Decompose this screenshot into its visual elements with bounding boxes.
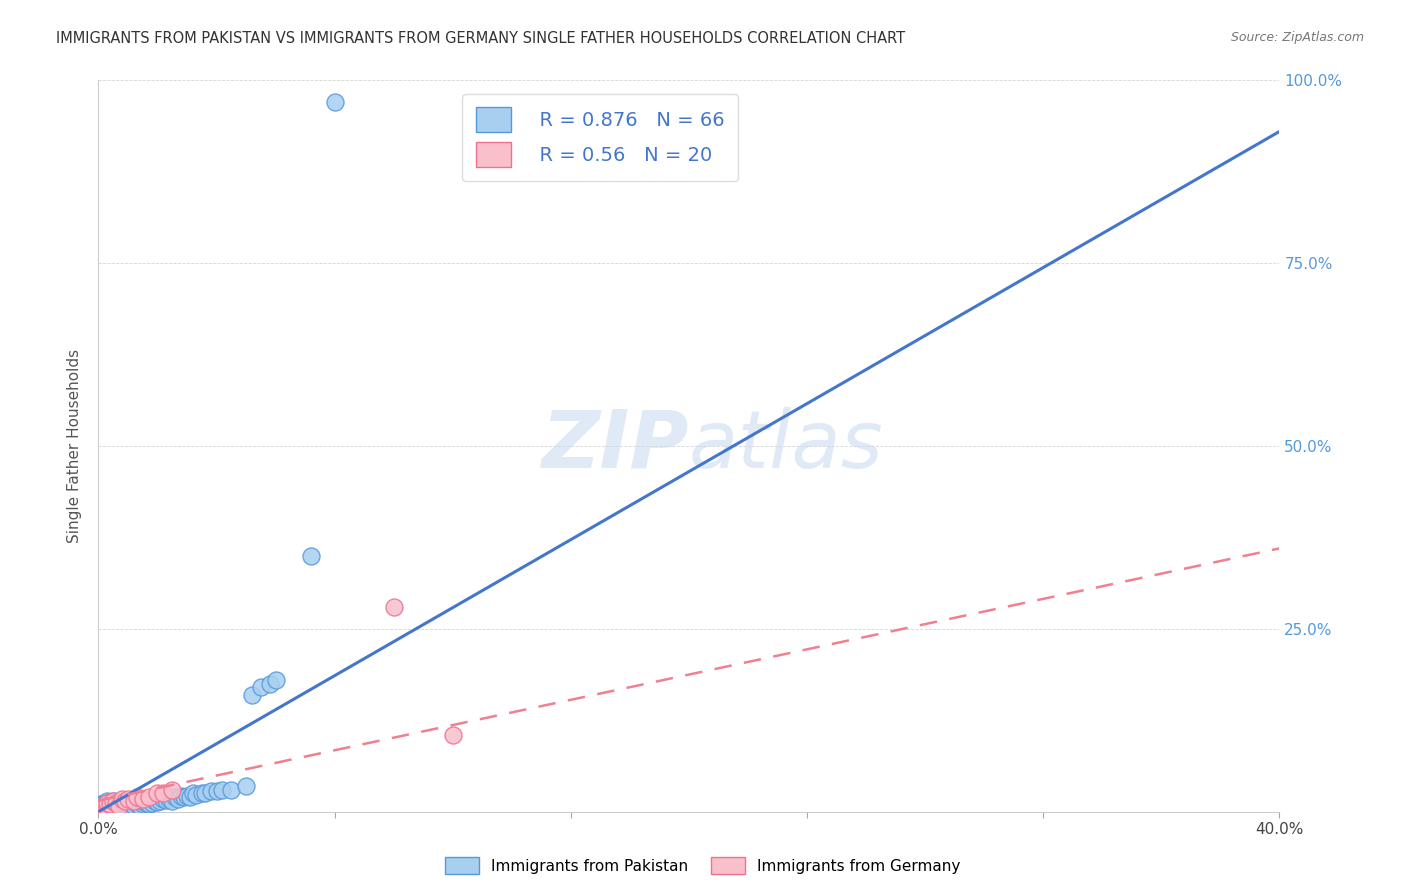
Point xyxy=(179,790,201,805)
Point xyxy=(149,794,172,808)
Point xyxy=(152,787,174,801)
Point xyxy=(108,798,131,813)
Point xyxy=(165,790,187,805)
Point xyxy=(98,795,121,809)
Point xyxy=(114,797,136,812)
Point xyxy=(96,796,118,810)
Point xyxy=(138,790,160,805)
Point xyxy=(143,794,166,808)
Point xyxy=(205,784,228,798)
Point xyxy=(191,787,214,801)
Text: atlas: atlas xyxy=(689,407,884,485)
Point xyxy=(103,794,125,808)
Point xyxy=(264,673,287,687)
Point xyxy=(323,95,346,110)
Point xyxy=(122,798,145,813)
Point xyxy=(103,799,125,814)
Point xyxy=(90,801,112,815)
Point xyxy=(90,797,112,812)
Point xyxy=(128,798,150,813)
Text: IMMIGRANTS FROM PAKISTAN VS IMMIGRANTS FROM GERMANY SINGLE FATHER HOUSEHOLDS COR: IMMIGRANTS FROM PAKISTAN VS IMMIGRANTS F… xyxy=(56,31,905,46)
Point xyxy=(114,794,136,808)
Point xyxy=(184,788,207,802)
Point xyxy=(152,791,174,805)
Point xyxy=(125,790,148,805)
Point xyxy=(125,797,148,812)
Point xyxy=(120,800,142,814)
Point xyxy=(105,801,128,815)
Point xyxy=(155,793,177,807)
Point xyxy=(259,676,281,690)
Point xyxy=(146,787,169,801)
Point xyxy=(382,599,405,614)
Point xyxy=(117,797,139,811)
Point xyxy=(96,797,118,811)
Point xyxy=(117,791,139,805)
Point xyxy=(221,782,243,797)
Point xyxy=(146,795,169,809)
Point xyxy=(93,802,115,816)
Point xyxy=(162,794,183,808)
Point xyxy=(122,794,145,808)
Point xyxy=(108,796,131,810)
Point xyxy=(93,796,115,810)
Point xyxy=(98,798,121,813)
Text: ZIP: ZIP xyxy=(541,407,689,485)
Point xyxy=(108,801,131,815)
Point xyxy=(90,801,112,815)
Point xyxy=(103,794,125,808)
Point xyxy=(200,784,222,798)
Point xyxy=(111,791,134,805)
Point xyxy=(170,789,193,803)
Point xyxy=(240,688,263,702)
Point xyxy=(93,798,115,813)
Point xyxy=(167,791,190,805)
Point xyxy=(98,797,121,812)
Legend: Immigrants from Pakistan, Immigrants from Germany: Immigrants from Pakistan, Immigrants fro… xyxy=(439,851,967,880)
Point xyxy=(96,794,118,808)
Point xyxy=(173,790,195,805)
Point xyxy=(103,802,125,816)
Point xyxy=(96,798,118,813)
Y-axis label: Single Father Households: Single Father Households xyxy=(67,349,83,543)
Point xyxy=(111,801,134,815)
Point xyxy=(105,798,128,813)
Point xyxy=(96,800,118,814)
Point xyxy=(138,797,160,812)
Point xyxy=(98,801,121,815)
Point xyxy=(117,800,139,814)
Point xyxy=(250,681,273,695)
Point xyxy=(299,549,322,563)
Point xyxy=(105,795,128,809)
Point xyxy=(96,801,118,815)
Point xyxy=(162,782,183,797)
Legend:   R = 0.876   N = 66,   R = 0.56   N = 20: R = 0.876 N = 66, R = 0.56 N = 20 xyxy=(463,94,738,180)
Point xyxy=(141,796,163,810)
Point xyxy=(120,796,142,810)
Point xyxy=(132,791,155,805)
Point xyxy=(176,789,198,803)
Point xyxy=(135,796,157,810)
Point xyxy=(211,782,233,797)
Point xyxy=(181,787,204,801)
Point xyxy=(93,798,115,813)
Point xyxy=(111,797,134,812)
Point xyxy=(114,801,136,815)
Point xyxy=(132,797,155,812)
Point xyxy=(132,794,155,808)
Point xyxy=(441,728,464,742)
Point xyxy=(194,787,217,801)
Point xyxy=(235,779,257,793)
Text: Source: ZipAtlas.com: Source: ZipAtlas.com xyxy=(1230,31,1364,45)
Point xyxy=(157,791,180,805)
Point xyxy=(103,797,125,811)
Point xyxy=(105,796,128,810)
Point xyxy=(108,798,131,813)
